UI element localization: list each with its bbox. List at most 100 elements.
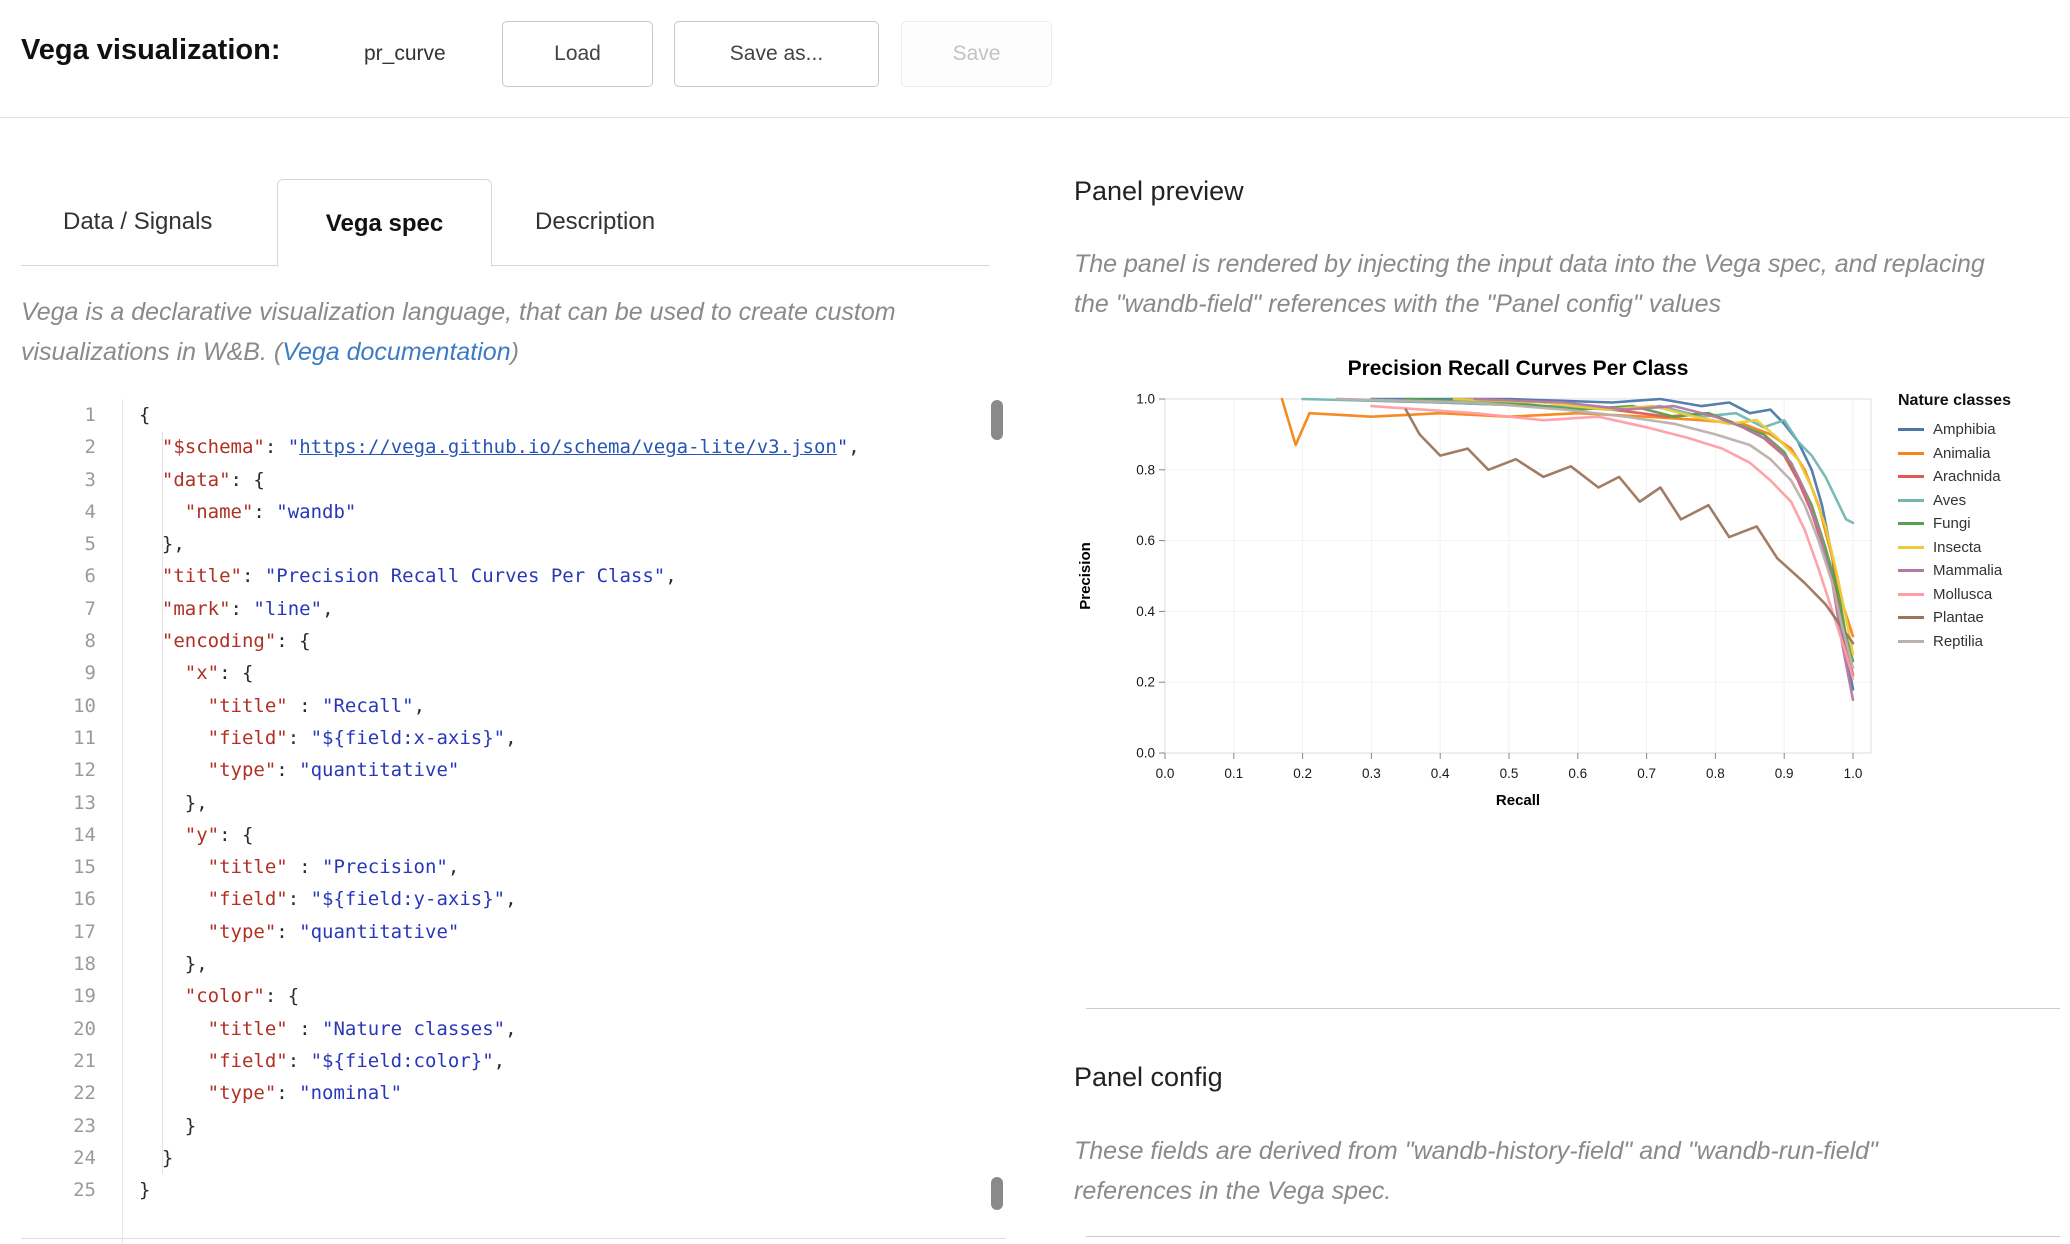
vega-intro-text: Vega is a declarative visualization lang…: [21, 292, 1001, 372]
chart-line-fungi: [1404, 397, 1855, 663]
legend-swatch-icon: [1898, 592, 1924, 596]
legend-label: Plantae: [1933, 609, 1984, 627]
svg-text:0.8: 0.8: [1706, 766, 1725, 781]
code-line[interactable]: "x": {: [184, 662, 254, 685]
legend-item: Animalia: [1898, 442, 2011, 466]
legend-swatch-icon: [1898, 451, 1924, 455]
intro-line2-after: ): [510, 338, 519, 366]
svg-text:0.6: 0.6: [1136, 533, 1155, 548]
legend-item: Reptilia: [1898, 630, 2011, 654]
line-number: 25: [73, 1179, 96, 1202]
preview-config-divider: [1086, 1008, 2060, 1009]
save-as-button[interactable]: Save as...: [674, 21, 879, 87]
save-button[interactable]: Save: [901, 21, 1052, 87]
code-line[interactable]: "field": "${field:y-axis}",: [207, 888, 517, 911]
svg-text:0.9: 0.9: [1775, 766, 1794, 781]
code-line[interactable]: },: [139, 791, 208, 814]
legend-title: Nature classes: [1898, 392, 2011, 409]
legend-swatch-icon: [1898, 498, 1924, 502]
legend-swatch-icon: [1898, 569, 1924, 573]
svg-text:0.0: 0.0: [1156, 766, 1175, 781]
pr-chart-svg: 0.0 0.1 0.2 0.3 0.4 0.5 0.6 0.7 0.8 0.9 1.0 0.0 0.2 0…: [1077, 357, 1872, 809]
tab-vega-spec[interactable]: Vega spec: [277, 179, 492, 267]
code-line[interactable]: "encoding": {: [161, 630, 311, 653]
svg-text:0.2: 0.2: [1293, 766, 1312, 781]
legend-label: Fungi: [1933, 515, 1971, 533]
svg-text:0.3: 0.3: [1362, 766, 1381, 781]
legend-label: Amphibia: [1933, 421, 1996, 439]
code-line[interactable]: "title" : "Recall",: [207, 694, 426, 717]
svg-text:Precision: Precision: [1077, 542, 1094, 610]
svg-text:0.2: 0.2: [1136, 675, 1155, 690]
svg-text:0.5: 0.5: [1500, 766, 1519, 781]
header-divider: [0, 117, 2070, 118]
chart-line-reptilia: [1335, 397, 1855, 670]
code-line[interactable]: }: [139, 1146, 174, 1169]
code-line[interactable]: "data": {: [161, 468, 265, 491]
line-number: 12: [73, 759, 96, 782]
code-line[interactable]: "title" : "Precision",: [207, 856, 460, 879]
line-number: 11: [73, 726, 96, 749]
line-number: 18: [73, 953, 96, 976]
line-number: 1: [84, 404, 96, 426]
chart-line-mammalia: [1473, 397, 1855, 702]
code-line[interactable]: "name": "wandb": [184, 500, 357, 523]
code-line[interactable]: "type": "quantitative": [207, 920, 460, 943]
line-number: 24: [73, 1146, 96, 1169]
code-line[interactable]: "$schema": "https://vega.github.io/schem…: [161, 436, 860, 459]
line-number: 19: [73, 985, 96, 1008]
tab-description[interactable]: Description: [535, 208, 656, 235]
panel-config-heading: Panel config: [1074, 1062, 1223, 1092]
panel-preview-heading: Panel preview: [1074, 176, 1244, 206]
code-line[interactable]: "type": "quantitative": [207, 759, 460, 782]
svg-text:0.1: 0.1: [1224, 766, 1243, 781]
code-line[interactable]: },: [139, 533, 185, 556]
line-number: 17: [73, 920, 96, 943]
legend-swatch-icon: [1898, 616, 1924, 620]
visualization-name[interactable]: pr_curve: [364, 42, 446, 65]
gutter-divider: [122, 399, 123, 1244]
line-number: 3: [84, 468, 96, 491]
vega-documentation-link[interactable]: Vega documentation: [282, 338, 511, 366]
code-line[interactable]: "title": "Precision Recall Curves Per Cl…: [161, 565, 677, 588]
legend-item: Amphibia: [1898, 418, 2011, 442]
legend-label: Aves: [1933, 491, 1967, 509]
svg-text:Recall: Recall: [1496, 792, 1540, 809]
code-line[interactable]: "field": "${field:color}",: [207, 1049, 506, 1072]
line-number: 6: [84, 565, 96, 588]
indent-guide: [162, 432, 163, 1174]
editor-scrollbar[interactable]: [988, 399, 1006, 1244]
code-line[interactable]: }: [139, 1179, 151, 1202]
chart-legend: Nature classes Amphibia Animalia Arachnida…: [1898, 392, 2011, 653]
line-number: 4: [84, 500, 96, 523]
line-number: 9: [84, 662, 96, 685]
svg-text:0.6: 0.6: [1568, 766, 1587, 781]
code-line[interactable]: },: [139, 953, 208, 976]
svg-text:1.0: 1.0: [1136, 392, 1155, 407]
code-line[interactable]: }: [139, 1114, 197, 1137]
legend-item: Insecta: [1898, 536, 2011, 560]
editor-bottom-border: [21, 1238, 1006, 1239]
legend-label: Arachnida: [1933, 468, 2001, 486]
code-line[interactable]: "color": {: [184, 985, 300, 1008]
scrollbar-thumb[interactable]: [991, 400, 1003, 440]
chart-line-animalia: [1280, 397, 1855, 638]
legend-swatch-icon: [1898, 545, 1924, 549]
code-line[interactable]: {: [139, 404, 151, 426]
code-lines[interactable]: { "$schema": "https://vega.github.io/sch…: [139, 399, 860, 1206]
panel-config-description: These fields are derived from "wandb-his…: [1074, 1137, 1878, 1205]
svg-text:Precision Recall Curves Per Cl: Precision Recall Curves Per Class: [1348, 357, 1689, 380]
code-line[interactable]: "mark": "line",: [161, 597, 334, 620]
vega-spec-code-editor[interactable]: 1 2 3 4 5 6 7 8 9 10 11 12 13 14 15 16 17 18 19 20 21 22 23 24 2…: [21, 399, 1006, 1244]
load-button[interactable]: Load: [502, 21, 653, 87]
code-line[interactable]: "y": {: [184, 823, 254, 846]
line-number: 15: [73, 856, 96, 879]
intro-line1: Vega is a declarative visualization lang…: [21, 298, 896, 326]
code-line[interactable]: "title" : "Nature classes",: [207, 1017, 517, 1040]
code-line[interactable]: "field": "${field:x-axis}",: [207, 726, 517, 749]
line-number: 13: [73, 791, 96, 814]
code-line[interactable]: "type": "nominal": [207, 1082, 403, 1105]
tab-data-signals[interactable]: Data / Signals: [63, 208, 213, 235]
scrollbar-thumb-bottom[interactable]: [991, 1177, 1003, 1210]
chart-line-plantae: [1404, 408, 1855, 645]
